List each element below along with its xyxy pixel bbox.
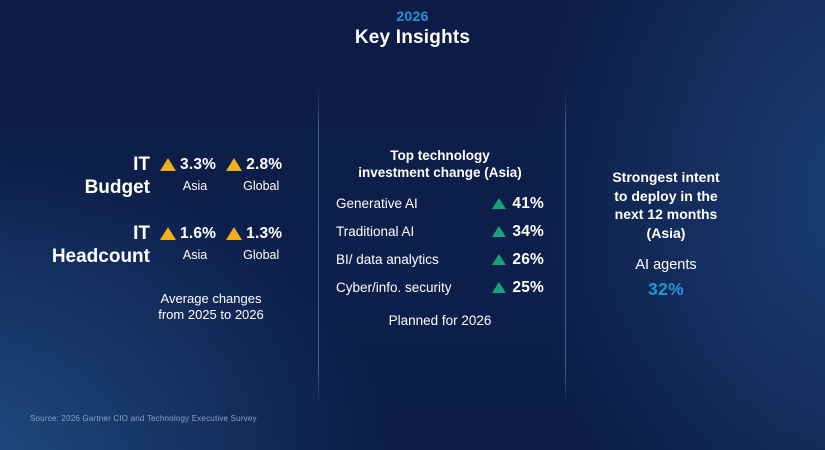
metric-value: 1.3% xyxy=(246,224,283,242)
metric-region: Global xyxy=(243,179,280,193)
tech-value-group: 41% xyxy=(492,195,544,213)
it-budget-metrics: 3.3% Asia 2.8% Global xyxy=(160,153,282,195)
tech-label: Traditional AI xyxy=(336,224,415,239)
up-triangle-icon xyxy=(492,226,507,237)
heading-line: Strongest intent xyxy=(612,169,720,185)
up-triangle-icon xyxy=(226,227,243,240)
source-attribution: Source: 2026 Gartner CIO and Technology … xyxy=(30,414,257,423)
deploy-intent-heading: Strongest intent to deploy in the next 1… xyxy=(585,168,747,242)
up-triangle-icon xyxy=(492,198,507,209)
metric-global: 1.3% Global xyxy=(226,222,282,264)
tech-label: BI/ data analytics xyxy=(336,252,439,267)
tech-label: Cyber/info. security xyxy=(336,280,452,295)
up-triangle-icon xyxy=(160,227,176,240)
up-triangle-icon xyxy=(492,282,507,293)
average-changes-caption: Average changes from 2025 to 2026 xyxy=(126,291,296,323)
planned-for-caption: Planned for 2026 xyxy=(388,313,492,328)
heading-line: to deploy in the xyxy=(614,187,718,204)
label-line: Headcount xyxy=(51,246,150,267)
ai-agents-label: AI agents xyxy=(635,257,697,273)
tech-row-traditional-ai: Traditional AI 34% xyxy=(336,223,544,240)
tech-label: Generative AI xyxy=(336,196,418,211)
deploy-intent-panel: Strongest intent to deploy in the next 1… xyxy=(585,168,747,300)
tech-investment-heading: Top technology investment change (Asia) xyxy=(336,148,544,181)
metric-value: 2.8% xyxy=(246,155,283,173)
it-headcount-row: IT Headcount 1.6% Asia 1.3% Global xyxy=(28,222,290,268)
up-triangle-icon xyxy=(492,254,507,265)
tech-row-cyber-security: Cyber/info. security 25% xyxy=(336,279,544,296)
tech-value-group: 34% xyxy=(492,223,544,241)
metric-value-line: 1.3% xyxy=(226,222,282,245)
title-block: 2026 Key Insights xyxy=(0,8,825,49)
metric-region: Global xyxy=(243,248,280,262)
heading-line: (Asia) xyxy=(646,224,686,241)
metric-region: Asia xyxy=(182,248,208,262)
it-budget-label: IT Budget xyxy=(28,153,150,199)
page-title: Key Insights xyxy=(354,27,471,48)
it-headcount-metrics: 1.6% Asia 1.3% Global xyxy=(160,222,282,264)
tech-value: 26% xyxy=(512,250,544,268)
metric-global: 2.8% Global xyxy=(226,153,282,195)
it-changes-panel: IT Budget 3.3% Asia 2.8% Global xyxy=(28,153,290,323)
title-year: 2026 xyxy=(396,8,429,24)
metric-asia: 1.6% Asia xyxy=(160,222,216,264)
metric-value-line: 1.6% xyxy=(160,222,216,245)
tech-value: 34% xyxy=(512,222,544,240)
label-line: IT xyxy=(133,154,150,175)
metric-value: 1.6% xyxy=(180,224,217,242)
label-line: IT xyxy=(133,223,150,244)
metric-asia: 3.3% Asia xyxy=(160,153,216,195)
metric-value-line: 2.8% xyxy=(226,153,282,176)
tech-row-generative-ai: Generative AI 41% xyxy=(336,195,544,212)
divider-left xyxy=(318,88,319,406)
up-triangle-icon xyxy=(226,158,243,171)
metric-region: Asia xyxy=(182,179,208,193)
up-triangle-icon xyxy=(160,158,176,171)
ai-agents-value: 32% xyxy=(648,279,684,299)
caption-line: from 2025 to 2026 xyxy=(158,307,264,322)
tech-value-group: 25% xyxy=(492,279,544,297)
tech-value: 25% xyxy=(512,278,544,296)
metric-value: 3.3% xyxy=(180,155,217,173)
tech-value: 41% xyxy=(512,194,544,212)
metric-value-line: 3.3% xyxy=(160,153,216,176)
divider-right xyxy=(565,88,566,406)
tech-investment-panel: Top technology investment change (Asia) … xyxy=(336,148,544,328)
it-budget-row: IT Budget 3.3% Asia 2.8% Global xyxy=(28,153,290,199)
heading-line: Top technology xyxy=(390,148,490,163)
caption-line: Average changes xyxy=(160,291,262,306)
tech-row-bi-data-analytics: BI/ data analytics 26% xyxy=(336,251,544,268)
tech-value-group: 26% xyxy=(492,251,544,269)
it-headcount-label: IT Headcount xyxy=(28,222,150,268)
heading-line: next 12 months xyxy=(614,206,718,222)
label-line: Budget xyxy=(84,177,150,198)
heading-line: investment change (Asia) xyxy=(358,164,522,180)
